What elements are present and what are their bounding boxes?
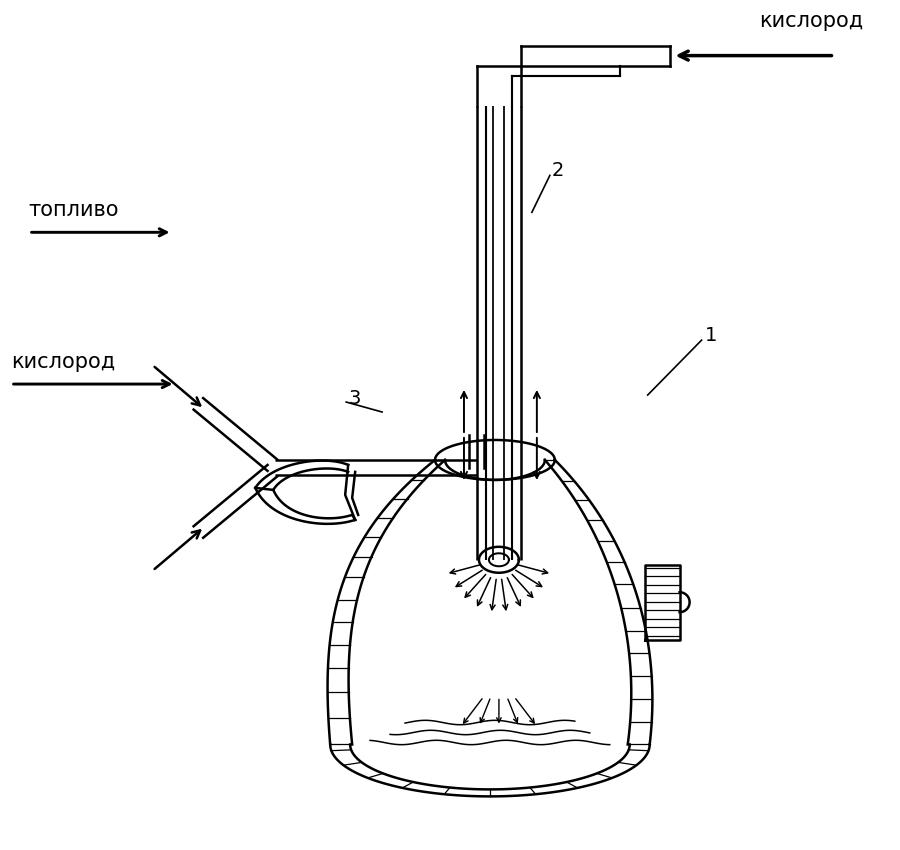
Text: топливо: топливо [29, 201, 119, 220]
Text: 3: 3 [348, 388, 361, 407]
Text: 2: 2 [552, 161, 564, 180]
Text: кислород: кислород [11, 352, 115, 372]
Text: 1: 1 [705, 326, 717, 344]
Text: кислород: кислород [760, 11, 864, 31]
